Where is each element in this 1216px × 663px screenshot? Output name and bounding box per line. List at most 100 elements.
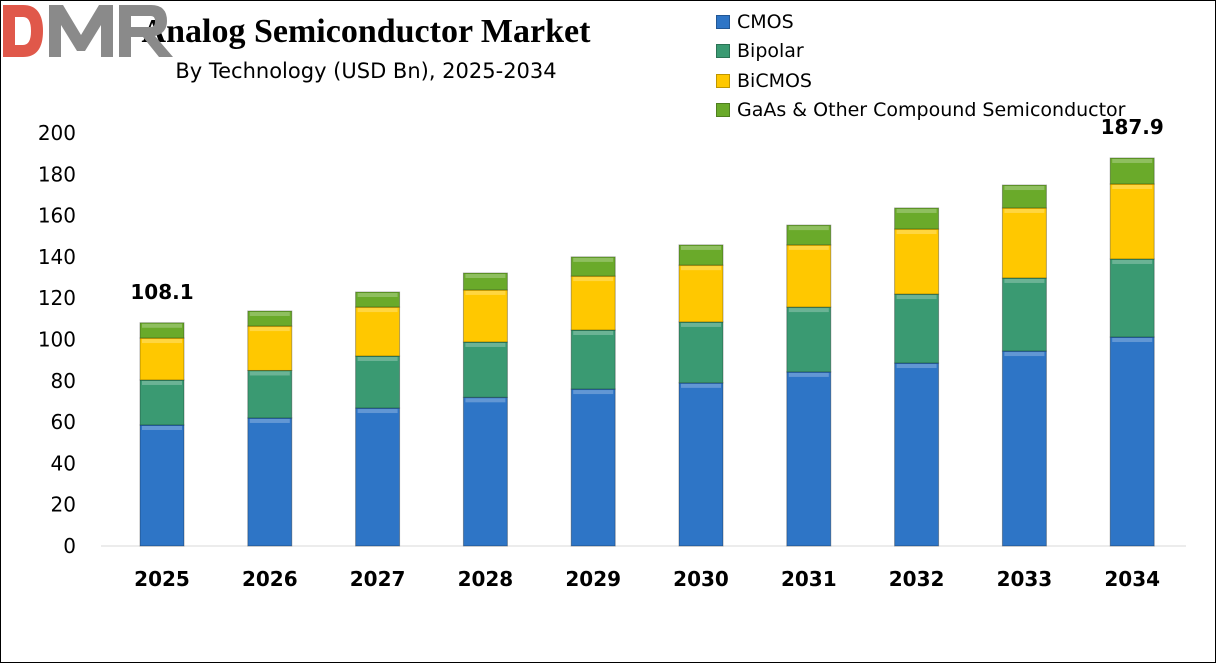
bar-bevel-highlight (1112, 338, 1153, 343)
bar-bevel-highlight (465, 274, 506, 279)
bar-segment-bipolar (247, 369, 293, 419)
y-tick-label: 80 (51, 369, 76, 393)
bar-segment-gaas (678, 244, 724, 266)
legend-swatch (716, 103, 730, 118)
bar-segment-gaas (570, 256, 616, 277)
bar-bevel-highlight (681, 245, 721, 250)
bar-segment-bipolar (1001, 277, 1047, 352)
y-tick-label: 200 (38, 121, 76, 145)
bar-bevel-highlight (142, 380, 182, 385)
bar-segment-bicmos (1001, 207, 1047, 279)
bar-segment-bipolar (139, 379, 185, 426)
bar-bevel-highlight (896, 230, 937, 235)
bar-bevel-highlight (896, 364, 937, 369)
y-tick-label: 60 (51, 410, 76, 434)
bar-segment-bicmos (139, 337, 185, 381)
bar-bevel-highlight (573, 390, 614, 395)
bar-segment-cmos (139, 424, 185, 547)
x-tick-label: 2028 (458, 567, 514, 591)
bar-segment-bipolar (462, 341, 508, 398)
bar-bevel-highlight (142, 425, 182, 430)
bar-bevel-highlight (142, 339, 182, 344)
y-tick-label: 180 (38, 162, 76, 186)
bar-bevel-highlight (896, 208, 937, 213)
bar-bevel-highlight (142, 323, 182, 328)
dmr-logo (3, 5, 173, 57)
y-tick-label: 120 (38, 286, 76, 310)
x-tick-label: 2032 (889, 567, 945, 591)
bar-segment-bicmos (355, 306, 401, 357)
bar-segment-bicmos (570, 275, 616, 331)
bar-segment-cmos (786, 371, 832, 547)
x-tick-label: 2025 (134, 567, 190, 591)
bar-bevel-highlight (1004, 208, 1045, 213)
bar-segment-gaas (462, 272, 508, 291)
y-tick-label: 140 (38, 245, 76, 269)
bar-segment-cmos (678, 382, 724, 547)
bar-bevel-highlight (573, 277, 614, 282)
bar-bevel-highlight (249, 418, 290, 423)
data-label-total: 187.9 (1101, 115, 1164, 139)
bar-segment-gaas (894, 207, 940, 230)
legend-item-gaas: GaAs & Other Compound Semiconductor (716, 96, 1126, 126)
bar-segment-gaas (355, 291, 401, 308)
bar-bevel-highlight (357, 293, 398, 298)
bar-segment-gaas (139, 322, 185, 339)
bar-segment-gaas (247, 310, 293, 327)
x-tick-label: 2026 (242, 567, 298, 591)
bar-bevel-highlight (788, 372, 829, 377)
bar-bevel-highlight (896, 295, 937, 300)
bar-segment-bipolar (894, 293, 940, 364)
bar-bevel-highlight (249, 371, 290, 376)
bar-segment-bicmos (678, 264, 724, 323)
bar-segment-gaas (786, 224, 832, 246)
bar-segment-bicmos (1109, 183, 1155, 260)
bar-segment-cmos (570, 388, 616, 547)
y-tick-label: 100 (38, 328, 76, 352)
bar-bevel-highlight (573, 331, 614, 336)
bar-bevel-highlight (1112, 185, 1153, 190)
legend-label: Bipolar (737, 40, 804, 63)
y-tick-label: 160 (38, 204, 76, 228)
bar-segment-bipolar (570, 329, 616, 390)
bar-segment-gaas (1001, 184, 1047, 209)
legend-label: CMOS (737, 10, 794, 33)
bar-bevel-highlight (357, 409, 398, 414)
bar-bevel-highlight (249, 327, 290, 332)
chart-title: Analog Semiconductor Market (141, 13, 591, 50)
legend-swatch (716, 73, 730, 88)
bar-segment-cmos (894, 362, 940, 547)
bar-bevel-highlight (357, 308, 398, 313)
bar-bevel-highlight (465, 290, 506, 295)
legend-swatch (716, 14, 730, 29)
bar-bevel-highlight (788, 226, 829, 231)
bar-bevel-highlight (681, 322, 721, 327)
x-tick-label: 2030 (673, 567, 729, 591)
bar-segment-bipolar (786, 306, 832, 373)
legend-swatch (716, 44, 730, 59)
bar-bevel-highlight (681, 383, 721, 388)
bar-bevel-highlight (788, 308, 829, 313)
bar-bevel-highlight (1004, 352, 1045, 357)
bar-bevel-highlight (1112, 158, 1153, 163)
data-label-total: 108.1 (130, 280, 193, 304)
bar-segment-bicmos (786, 244, 832, 308)
bar-segment-bicmos (894, 228, 940, 295)
bar-bevel-highlight (249, 312, 290, 317)
legend-item-bicmos: BiCMOS (716, 66, 1126, 96)
bar-segment-cmos (1001, 350, 1047, 547)
y-tick-label: 0 (63, 534, 76, 558)
bar-bevel-highlight (681, 266, 721, 271)
y-tick-label: 20 (51, 493, 76, 517)
bar-segment-cmos (1109, 336, 1155, 547)
chart-subtitle: By Technology (USD Bn), 2025-2034 (175, 59, 557, 83)
bar-segment-bicmos (247, 325, 293, 371)
legend: CMOS Bipolar BiCMOS GaAs & Other Compoun… (716, 7, 1126, 125)
legend-label: BiCMOS (737, 69, 812, 92)
bar-bevel-highlight (465, 342, 506, 347)
bar-segment-bipolar (355, 355, 401, 409)
bar-bevel-highlight (1112, 259, 1153, 264)
bar-bevel-highlight (1004, 278, 1045, 283)
bar-bevel-highlight (357, 357, 398, 362)
